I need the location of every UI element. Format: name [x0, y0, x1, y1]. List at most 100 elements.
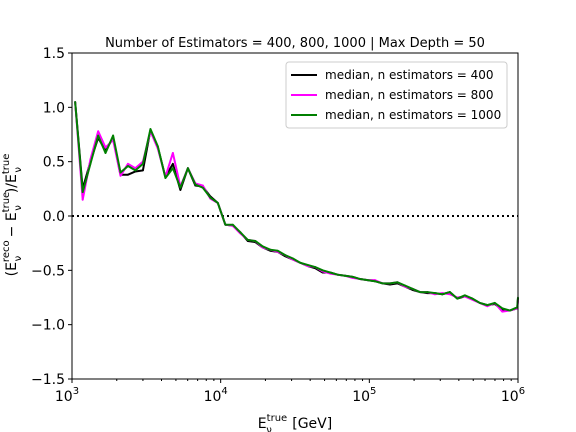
x-axis: 103 104 105 106 [55, 379, 525, 405]
data-point [314, 266, 317, 268]
data-point [456, 297, 459, 300]
data-point [194, 183, 197, 186]
x-tick-label: 106 [501, 386, 525, 405]
x-tick-base: 10 [55, 389, 73, 405]
data-point [127, 165, 129, 167]
data-point [142, 162, 144, 165]
y-label-sup2: true [1, 192, 12, 213]
data-point [284, 254, 287, 257]
data-point [508, 309, 511, 312]
y-axis-label: (Erecoν − Etrueν)/Etrueν [1, 154, 24, 277]
data-point [127, 162, 129, 165]
y-tick-label: 1.5 [43, 46, 65, 62]
data-point [306, 264, 309, 266]
data-point [501, 307, 504, 310]
data-point [97, 130, 100, 133]
data-point [231, 223, 234, 226]
data-point [366, 279, 369, 282]
data-point [149, 128, 152, 130]
data-point [291, 257, 294, 260]
legend: median, n estimators = 400 median, n esti… [285, 61, 508, 129]
y-tick-label: −1.0 [31, 318, 65, 334]
x-tick-exponent: 4 [221, 386, 227, 397]
y-tick-label: −1.5 [31, 372, 65, 388]
x-axis-label-main: E [258, 416, 267, 432]
data-point [321, 269, 324, 272]
x-tick-base: 10 [204, 389, 222, 405]
data-point [254, 240, 257, 242]
y-label-sup1: reco [1, 240, 12, 262]
x-tick-base: 10 [501, 389, 519, 405]
y-label-open: (E [4, 262, 20, 276]
data-point [171, 152, 174, 154]
x-tick-label: 103 [55, 386, 79, 405]
data-point [471, 297, 474, 300]
y-label-mid: − E [4, 212, 20, 241]
data-point [448, 291, 451, 293]
data-point [374, 280, 376, 283]
data-point [329, 271, 332, 274]
data-point [261, 245, 264, 248]
data-point [134, 169, 137, 172]
x-tick-exponent: 3 [73, 386, 79, 397]
x-axis-label: Etrue ν [GeV] [258, 413, 332, 432]
x-tick-exponent: 6 [519, 386, 525, 397]
data-point [171, 162, 174, 165]
legend-label: median, n estimators = 1000 [325, 108, 501, 122]
x-tick-label: 104 [204, 386, 228, 405]
data-point [404, 284, 406, 287]
data-point [426, 291, 429, 293]
data-point [112, 134, 115, 137]
data-point [419, 291, 421, 293]
data-point [104, 152, 107, 154]
data-point [246, 239, 249, 241]
data-point [448, 293, 451, 296]
data-point [119, 171, 122, 174]
data-point [104, 146, 107, 149]
y-label-close: )/E [4, 174, 20, 193]
data-point [81, 198, 84, 201]
x-axis-label-unit: [GeV] [288, 416, 332, 432]
data-point [276, 249, 279, 252]
data-point [156, 145, 159, 148]
data-point [119, 174, 122, 177]
data-point [179, 189, 182, 191]
y-tick-label: 0.0 [43, 209, 65, 225]
y-label-sub2: ν [13, 205, 24, 211]
series-layer [74, 101, 519, 313]
data-point [381, 282, 384, 285]
data-point [97, 134, 100, 137]
x-axis-label-sub: ν [266, 425, 272, 432]
data-point [299, 261, 302, 264]
data-point [201, 186, 204, 189]
data-point [239, 231, 242, 234]
data-point [433, 292, 436, 295]
data-point [89, 162, 92, 165]
data-point [216, 202, 219, 204]
data-point [359, 278, 361, 280]
data-point [171, 167, 174, 170]
data-point [389, 282, 391, 285]
data-point [336, 273, 339, 276]
y-label-sub3: ν [13, 167, 24, 173]
data-point [463, 294, 466, 297]
data-point [501, 310, 504, 313]
data-point [201, 184, 204, 187]
data-point [441, 293, 444, 296]
legend-box [285, 61, 508, 129]
x-axis-label-sup: true [267, 413, 288, 424]
y-tick-label: −0.5 [31, 263, 65, 279]
y-label-sup3: true [1, 154, 12, 175]
data-point [351, 275, 354, 278]
data-point [411, 287, 414, 290]
data-point [187, 167, 189, 170]
data-point [486, 304, 489, 307]
y-tick-label: 1.0 [43, 100, 65, 116]
y-axis: 1.5 1.0 0.5 0.0 −0.5 −1.0 −1.5 [31, 46, 72, 388]
data-point [134, 167, 137, 170]
x-tick-exponent: 5 [370, 386, 376, 397]
data-point [164, 177, 167, 179]
data-point [269, 248, 272, 251]
legend-label: median, n estimators = 800 [325, 88, 494, 102]
